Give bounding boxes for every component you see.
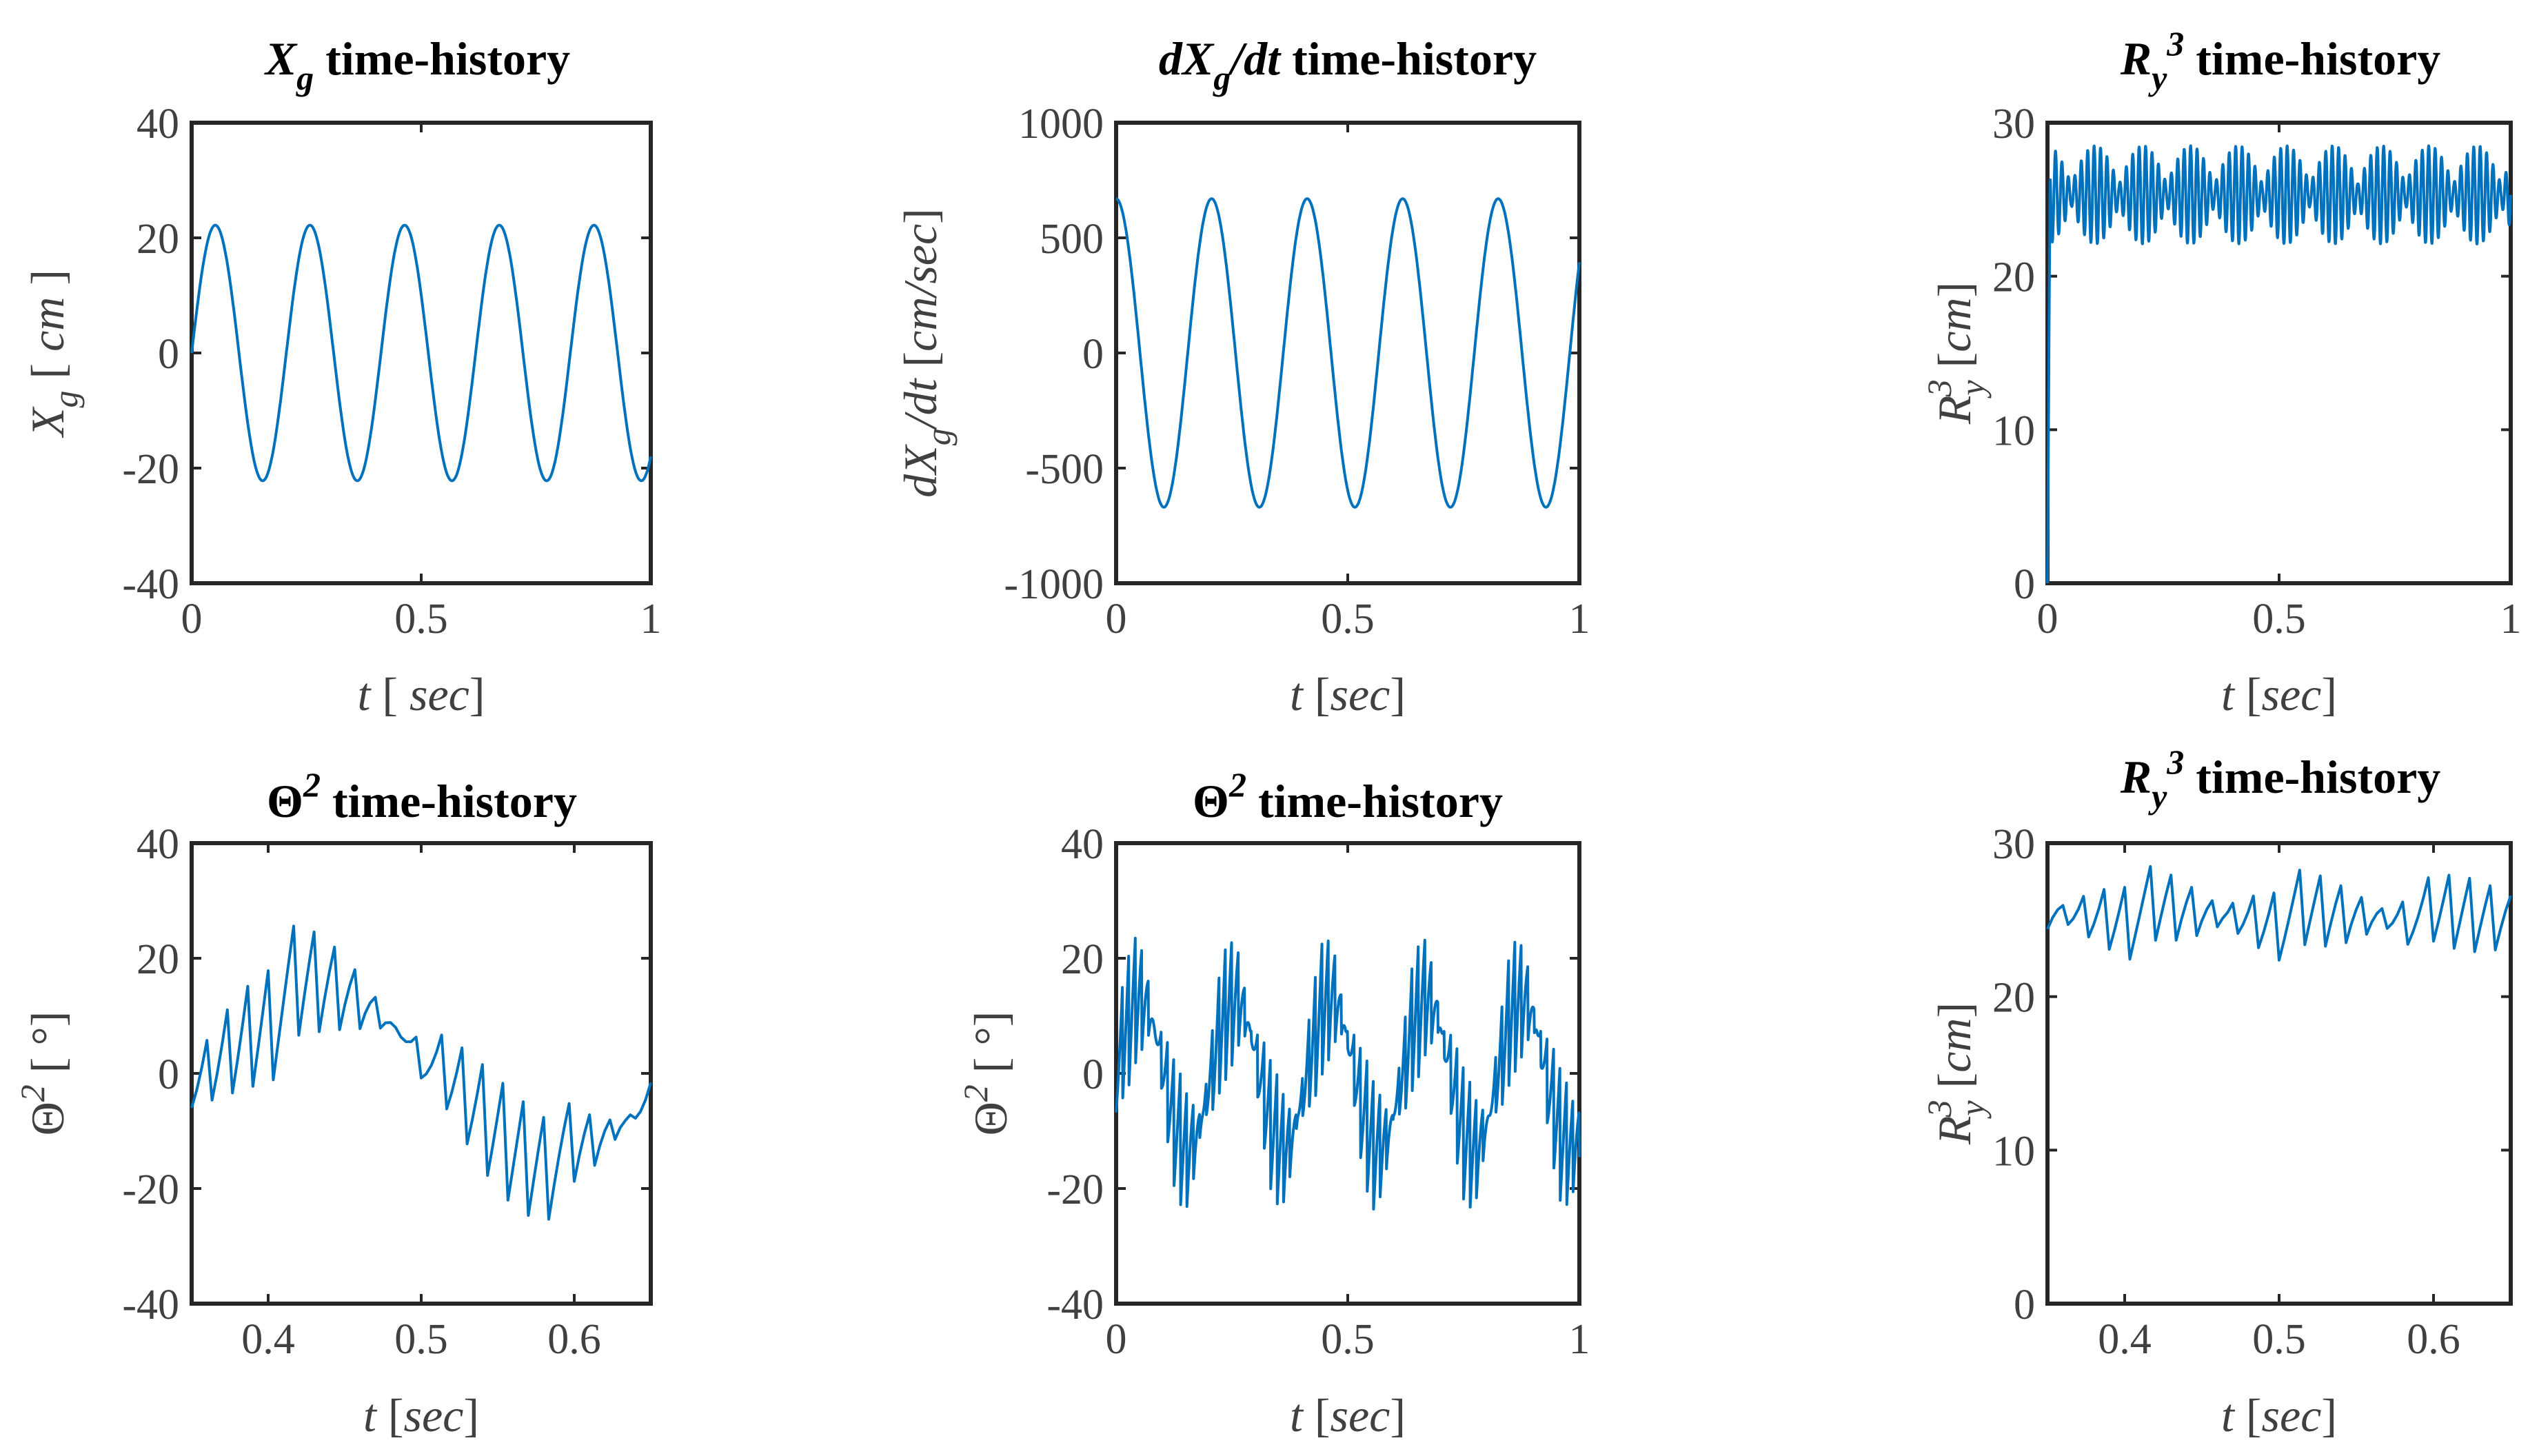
y-tick-label: 0 — [2014, 1282, 2035, 1328]
y-tick-label: 40 — [136, 101, 179, 148]
x-tick-label: 0.6 — [2407, 1316, 2460, 1363]
series-line — [1115, 936, 1581, 1211]
y-tick-label: 40 — [1061, 821, 1104, 868]
x-tick-label: 0 — [181, 596, 203, 643]
x-tick-label: 0.5 — [394, 1316, 448, 1363]
panel-theta-zoom: Θ2 time-history 0.4 0.5 0.6 -40 -20 0 20 40 t [… — [13, 765, 653, 1442]
chart-title: Ry3 time-history — [2120, 24, 2441, 97]
y-axis-label: Ry3 [cm] — [1920, 282, 1992, 425]
y-axis-label: Ry3 [cm] — [1920, 1002, 1992, 1145]
x-axis-label: t [sec] — [2221, 668, 2337, 720]
x-tick-label: 0.5 — [1321, 1316, 1375, 1363]
plot-area — [1114, 121, 1581, 585]
y-tick-label: 30 — [1992, 821, 2035, 868]
y-tick-label: -40 — [122, 561, 179, 608]
panel-xg: Xg time-history 0 0.5 1 -40 -20 0 20 40 t [ sec… — [21, 32, 662, 720]
x-axis-label: t [sec] — [1290, 1389, 1406, 1442]
tick-group: 0 0.5 1 -1000 -500 0 500 1000 — [1004, 101, 1590, 643]
x-tick-label: 0.6 — [547, 1316, 601, 1363]
y-axis-label: Xg [ cm ] — [21, 270, 85, 438]
x-axis-label: t [sec] — [363, 1389, 479, 1442]
x-axis-label: t [sec] — [2221, 1389, 2337, 1442]
y-tick-label: 30 — [1992, 101, 2035, 148]
x-tick-label: 1 — [1569, 1316, 1590, 1363]
x-axis-label: t [sec] — [1290, 668, 1406, 720]
series-line — [190, 924, 652, 1221]
x-tick-label: 0.5 — [1321, 596, 1375, 643]
y-tick-label: -500 — [1025, 446, 1104, 493]
panel-ry-zoom: Ry3 time-history 0.4 0.5 0.6 0 10 20 30 t [sec… — [1920, 742, 2513, 1442]
tick-group: 0.4 0.5 0.6 -40 -20 0 20 40 — [122, 821, 651, 1363]
y-tick-label: 1000 — [1018, 101, 1104, 148]
y-tick-label: -40 — [122, 1282, 179, 1328]
series-line — [2046, 144, 2512, 584]
y-axis-label: Θ2 [ °] — [956, 1011, 1017, 1136]
y-tick-label: 0 — [158, 1051, 179, 1098]
x-tick-label: 0.4 — [241, 1316, 295, 1363]
x-tick-label: 0.5 — [394, 596, 448, 643]
series-line — [190, 223, 652, 483]
y-tick-label: 20 — [1992, 975, 2035, 1022]
y-tick-label: 500 — [1040, 216, 1104, 263]
x-tick-label: 0.5 — [2252, 596, 2306, 643]
y-tick-label: 20 — [136, 936, 179, 983]
y-tick-label: 0 — [158, 331, 179, 378]
plot-area — [2045, 841, 2513, 1306]
y-tick-label: -20 — [122, 446, 179, 493]
y-axis-label: Θ2 [ °] — [13, 1011, 74, 1136]
y-tick-label: 0 — [2014, 561, 2035, 608]
y-tick-label: 0 — [1082, 1051, 1104, 1098]
x-axis-label: t [ sec] — [357, 668, 485, 720]
y-tick-label: 20 — [1061, 936, 1104, 983]
chart-title: Xg time-history — [264, 32, 570, 97]
y-tick-label: -20 — [122, 1166, 179, 1213]
tick-group: 0 0.5 1 -40 -20 0 20 40 — [122, 101, 661, 643]
y-tick-label: -1000 — [1004, 561, 1104, 608]
plot-area — [190, 121, 653, 585]
x-tick-label: 0.5 — [2252, 1316, 2306, 1363]
x-tick-label: 1 — [1569, 596, 1590, 643]
y-tick-label: 10 — [1992, 1128, 2035, 1175]
series-line — [1115, 197, 1581, 509]
y-tick-label: -40 — [1046, 1282, 1104, 1328]
chart-title: Ry3 time-history — [2120, 742, 2441, 816]
series-line — [2046, 865, 2512, 962]
y-tick-label: 40 — [136, 821, 179, 868]
y-tick-label: 20 — [1992, 254, 2035, 301]
y-tick-label: -20 — [1046, 1166, 1104, 1213]
x-tick-label: 1 — [640, 596, 662, 643]
x-tick-label: 0 — [1106, 596, 1127, 643]
x-tick-label: 0 — [1106, 1316, 1127, 1363]
y-tick-label: 0 — [1082, 331, 1104, 378]
y-tick-label: 20 — [136, 216, 179, 263]
chart-title: Θ2 time-history — [267, 765, 577, 827]
x-tick-label: 0 — [2037, 596, 2058, 643]
tick-group: 0.4 0.5 0.6 0 10 20 30 — [1992, 821, 2511, 1363]
tick-group: 0 0.5 1 -40 -20 0 20 40 — [1046, 821, 1590, 1363]
y-tick-label: 10 — [1992, 407, 2035, 454]
x-tick-label: 0.4 — [2098, 1316, 2152, 1363]
x-tick-label: 1 — [2500, 596, 2522, 643]
